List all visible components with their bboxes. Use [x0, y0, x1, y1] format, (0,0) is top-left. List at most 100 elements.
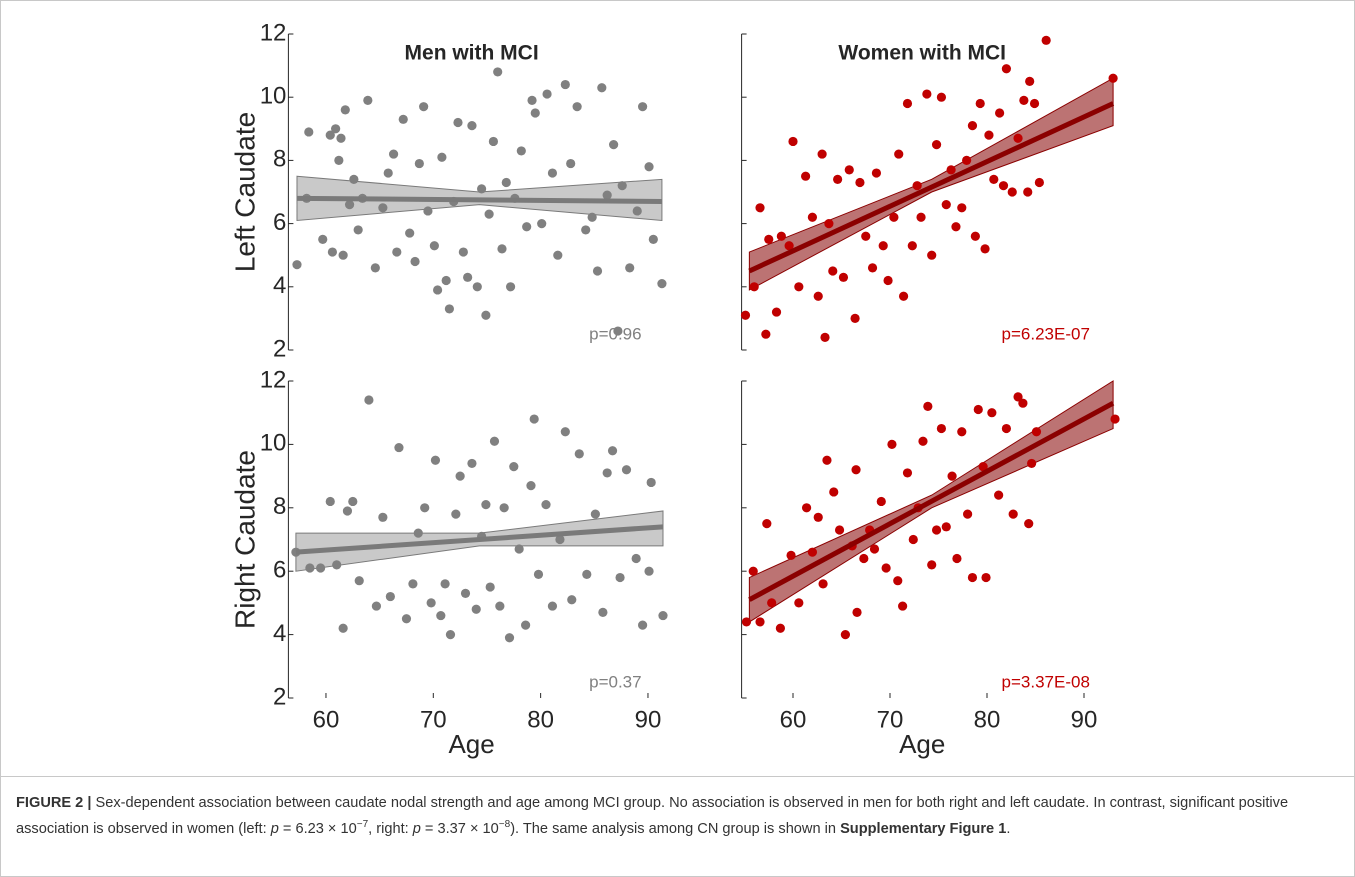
point	[1001, 64, 1012, 74]
point	[1110, 414, 1120, 424]
y-tick-label: 8	[273, 146, 286, 173]
point	[834, 525, 845, 535]
p-value: p=3.37E-08	[1002, 672, 1090, 691]
point	[801, 503, 812, 513]
confidence-band	[748, 77, 1114, 291]
point	[467, 458, 477, 469]
point	[429, 241, 439, 251]
point	[413, 528, 423, 538]
point	[338, 250, 348, 260]
point	[644, 162, 654, 172]
point	[426, 598, 436, 608]
point	[527, 95, 537, 105]
point	[755, 617, 765, 627]
point	[1013, 392, 1023, 402]
point	[587, 212, 597, 222]
p-value: p=0.37	[589, 672, 641, 691]
point	[401, 614, 412, 624]
point	[505, 282, 516, 292]
x-axis-label: Age	[899, 729, 945, 759]
point	[855, 177, 865, 188]
point	[794, 598, 804, 608]
point	[1001, 423, 1012, 434]
point	[887, 439, 897, 449]
fit-line	[748, 400, 1115, 602]
point	[1025, 76, 1035, 86]
point	[957, 427, 967, 437]
point	[957, 203, 967, 213]
point	[762, 519, 772, 529]
caption-text: p	[412, 820, 421, 837]
point	[370, 263, 380, 273]
point	[936, 423, 947, 434]
point	[923, 401, 933, 411]
point	[334, 155, 344, 165]
caption-text: , right:	[368, 820, 413, 837]
point	[453, 117, 463, 128]
point	[398, 114, 408, 124]
point	[430, 455, 441, 465]
point	[349, 174, 359, 184]
point	[607, 446, 618, 456]
x-tick-label: 70	[420, 706, 447, 733]
point	[318, 234, 328, 244]
point	[989, 174, 999, 184]
point	[458, 247, 468, 257]
point	[388, 149, 399, 159]
point	[801, 171, 811, 181]
x-tick-label: 90	[1071, 706, 1098, 733]
y-tick-label: 12	[260, 19, 287, 46]
point	[807, 212, 818, 222]
point	[414, 158, 424, 169]
point	[316, 563, 326, 573]
point	[477, 184, 487, 194]
y-tick-label: 4	[273, 272, 286, 299]
point	[902, 98, 913, 109]
point	[542, 89, 552, 99]
point	[764, 234, 774, 244]
point	[967, 572, 978, 583]
point	[859, 553, 869, 564]
point	[566, 158, 576, 169]
point	[331, 124, 341, 134]
caption-text: p	[270, 820, 279, 837]
point	[927, 250, 937, 260]
point	[984, 130, 994, 140]
caption-text: −7	[356, 819, 369, 830]
point	[394, 442, 404, 453]
point	[547, 601, 558, 611]
point	[410, 256, 420, 267]
point	[912, 181, 922, 191]
point	[472, 282, 482, 292]
point	[784, 241, 794, 251]
point	[829, 487, 839, 497]
caption-link[interactable]: Supplementary Figure 1	[840, 820, 1007, 837]
point	[978, 461, 988, 472]
point	[952, 553, 962, 564]
point	[1108, 73, 1118, 83]
point	[521, 620, 531, 630]
caption-label: FIGURE 2 |	[16, 795, 92, 811]
point	[336, 133, 346, 143]
point	[807, 547, 818, 557]
point	[740, 310, 751, 320]
y-tick-label: 4	[273, 620, 286, 647]
point	[878, 241, 888, 251]
point	[514, 544, 524, 554]
point	[445, 630, 456, 640]
y-tick-label: 2	[273, 335, 286, 362]
point	[598, 607, 608, 618]
point	[638, 102, 648, 112]
point	[657, 279, 667, 289]
point	[481, 310, 491, 320]
point	[1034, 177, 1044, 188]
point	[609, 140, 619, 150]
point	[962, 155, 972, 165]
x-tick-label: 60	[313, 706, 340, 733]
point	[555, 534, 565, 545]
caption-text: = 3.37 × 10	[420, 820, 499, 837]
point	[590, 509, 600, 519]
x-tick-label: 80	[527, 706, 554, 733]
point	[602, 190, 612, 200]
